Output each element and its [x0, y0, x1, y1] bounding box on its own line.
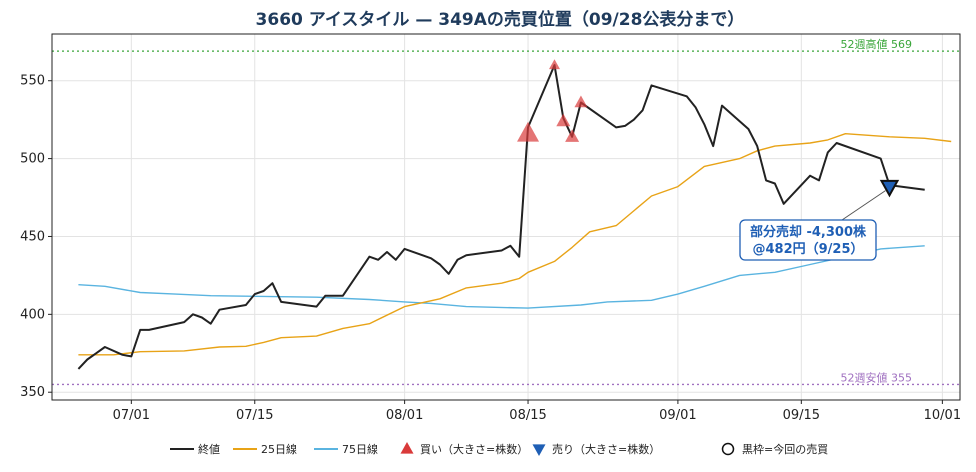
legend-item: 黒枠=今回の売買 [721, 442, 828, 456]
legend-label: 25日線 [261, 442, 297, 456]
legend-label: 75日線 [342, 442, 378, 456]
reference-lines: 52週高値 569 52週安値 355 [52, 37, 960, 386]
buy-marker [556, 113, 571, 127]
annotation-leader [841, 190, 886, 221]
buy-marker [548, 59, 560, 70]
y-tick-label: 450 [20, 229, 45, 244]
annotation-line: @482円（9/25） [752, 241, 863, 257]
buy-marker [574, 95, 588, 108]
y-tick-label: 350 [20, 385, 45, 400]
x-tick-label: 07/01 [113, 408, 150, 423]
x-tick-label: 09/01 [659, 408, 696, 423]
chart-title: 3660 アイスタイル — 349Aの売買位置（09/28公表分まで） [256, 9, 745, 30]
series-line-ma75 [78, 245, 925, 309]
grid [52, 34, 960, 400]
annotation: 部分売却 -4,300株@482円（9/25） [739, 190, 886, 261]
plot-frame [51, 33, 961, 401]
x-tick-label: 09/15 [783, 408, 820, 423]
y-tick-label: 550 [20, 74, 45, 89]
legend-item: 売り（大きさ=株数） [532, 442, 660, 457]
series-lines [77, 64, 952, 370]
legend-swatch-circle [721, 442, 735, 456]
sell-marker [879, 179, 900, 198]
x-tick-label: 08/15 [509, 408, 546, 423]
x-tick-label: 07/15 [236, 408, 273, 423]
annotation-line: 部分売却 -4,300株 [750, 224, 867, 240]
legend-item: 終値 [170, 442, 220, 456]
legend-item: 75日線 [314, 442, 378, 456]
legend-label: 売り（大きさ=株数） [552, 442, 660, 456]
reference-label-high: 52週高値 569 [841, 37, 913, 51]
legend: 終値 25日線 75日線 買い（大きさ=株数） 売り（大きさ=株数） 黒枠=今回の売買 [170, 441, 828, 457]
series-line-ma25 [78, 132, 952, 356]
legend-label: 黒枠=今回の売買 [742, 442, 828, 456]
legend-label: 買い（大きさ=株数） [420, 442, 528, 456]
x-tick-label: 08/01 [386, 408, 423, 423]
y-tick-label: 500 [20, 152, 45, 167]
buy-marker [517, 121, 540, 142]
reference-label-low: 52週安値 355 [841, 370, 913, 384]
legend-swatch-sell [532, 444, 546, 457]
legend-swatch-buy [400, 441, 414, 454]
series-line-close [77, 64, 925, 370]
buy-marker [565, 129, 580, 142]
annotation-box [739, 219, 877, 261]
legend-item: 買い（大きさ=株数） [400, 441, 528, 456]
trade-markers [517, 59, 900, 198]
legend-item: 25日線 [233, 442, 297, 456]
y-tick-label: 400 [20, 307, 45, 322]
axes: 350 400 450 500 550 07/01 07/15 08/01 08/15 09/01… [20, 74, 961, 423]
legend-label: 終値 [198, 442, 220, 456]
x-tick-label: 10/01 [924, 408, 961, 423]
